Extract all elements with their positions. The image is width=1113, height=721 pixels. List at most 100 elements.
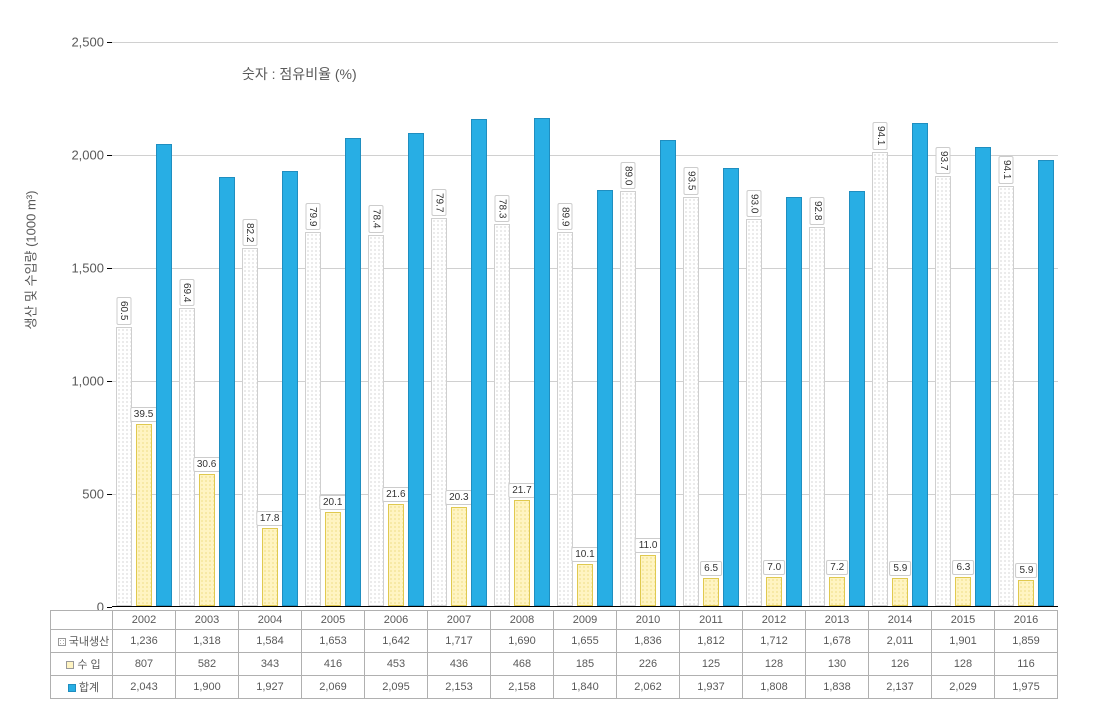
table-cell: 2,011: [869, 630, 932, 653]
table-cell: 1,859: [995, 630, 1058, 653]
table-cell: 1,584: [239, 630, 302, 653]
bar-total: [408, 133, 424, 606]
bar-domestic: [494, 224, 510, 606]
bar-import: [955, 577, 971, 606]
year-group: 82.217.8: [238, 42, 301, 606]
table-cell: 807: [113, 653, 176, 676]
table-year-header: 2003: [176, 611, 239, 630]
year-group: 69.430.6: [175, 42, 238, 606]
table-cell: 2,095: [365, 676, 428, 699]
bar-import: [577, 564, 593, 606]
table-cell: 436: [428, 653, 491, 676]
bar-total: [975, 147, 991, 606]
bar-domestic: [683, 197, 699, 607]
bar-total: [534, 118, 550, 606]
table-cell: 1,678: [806, 630, 869, 653]
bar-domestic: [179, 308, 195, 606]
bar-label-import: 20.1: [319, 495, 346, 510]
bar-domestic: [116, 327, 132, 606]
bar-label-import: 6.3: [952, 560, 974, 575]
table-cell: 125: [680, 653, 743, 676]
table-year-header: 2016: [995, 611, 1058, 630]
year-group: 79.7 20.3: [427, 42, 490, 606]
legend-marker-import: [66, 661, 74, 669]
y-axis-label: 생산 및 수입량 (1000 m³): [21, 191, 40, 330]
table-cell: 2,158: [491, 676, 554, 699]
year-group: 94.15.9: [995, 42, 1058, 606]
table-cell: 453: [365, 653, 428, 676]
bar-import: [640, 555, 656, 606]
chart-container: 생산 및 수입량 (1000 m³) 숫자 : 점유비율 (%) 05001,0…: [0, 0, 1113, 721]
year-group: 79.920.1: [301, 42, 364, 606]
table-cell: 1,808: [743, 676, 806, 699]
bar-domestic: [872, 152, 888, 606]
bar-label-domestic: 89.9: [557, 203, 572, 230]
year-group: 94.15.9: [869, 42, 932, 606]
bar-total: [849, 191, 865, 606]
legend-cell-domestic: 국내생산: [51, 630, 113, 653]
y-tick-label: 1,500: [44, 261, 104, 276]
table-year-header: 2011: [680, 611, 743, 630]
bar-total: [723, 168, 739, 606]
legend-cell-total: 합계: [51, 676, 113, 699]
bar-import: [199, 474, 215, 606]
table-year-header: 2005: [302, 611, 365, 630]
table-year-header: 2014: [869, 611, 932, 630]
table-cell: 1,655: [554, 630, 617, 653]
bar-total: [471, 119, 487, 606]
table-year-header: 2013: [806, 611, 869, 630]
table-year-header: 2015: [932, 611, 995, 630]
legend-label-import: 수 입: [77, 659, 100, 671]
y-tick-mark: [107, 607, 112, 608]
table-cell: 185: [554, 653, 617, 676]
table-cell: 1,901: [932, 630, 995, 653]
data-table: 2002200320042005200620072008200920102011…: [50, 610, 1058, 699]
bar-label-domestic: 78.3: [494, 195, 509, 222]
bar-domestic: [998, 186, 1014, 606]
table-cell: 1,840: [554, 676, 617, 699]
table-year-header: 2006: [365, 611, 428, 630]
bar-import: [388, 504, 404, 606]
bar-total: [597, 190, 613, 606]
table-year-header: 2010: [617, 611, 680, 630]
table-cell: 1,937: [680, 676, 743, 699]
table-cell: 1,717: [428, 630, 491, 653]
table-cell: 1,642: [365, 630, 428, 653]
table-cell: 1,838: [806, 676, 869, 699]
bar-total: [786, 197, 802, 606]
bar-total: [345, 138, 361, 606]
table-year-header: 2004: [239, 611, 302, 630]
table-cell: 2,062: [617, 676, 680, 699]
bar-label-domestic: 79.7: [431, 189, 446, 216]
table-cell: 1,975: [995, 676, 1058, 699]
year-group: 93.07.0: [743, 42, 806, 606]
bar-label-import: 21.6: [382, 487, 409, 502]
bar-label-import: 17.8: [256, 511, 283, 526]
bar-label-domestic: 93.7: [936, 147, 951, 174]
bar-domestic: [431, 218, 447, 606]
bar-domestic: [746, 219, 762, 606]
bar-import: [262, 528, 278, 606]
bar-label-import: 20.3: [445, 490, 472, 505]
bar-label-domestic: 94.1: [999, 156, 1014, 183]
bar-label-import: 5.9: [889, 561, 911, 576]
legend-marker-total: [68, 684, 76, 692]
table-cell: 468: [491, 653, 554, 676]
bar-label-domestic: 60.5: [116, 297, 131, 324]
bar-import: [451, 507, 467, 606]
table-cell: 1,653: [302, 630, 365, 653]
y-tick-label: 2,500: [44, 35, 104, 50]
bar-total: [219, 177, 235, 606]
y-tick-label: 500: [44, 487, 104, 502]
year-group: 93.7 6.3: [932, 42, 995, 606]
bar-label-domestic: 93.0: [747, 190, 762, 217]
bar-total: [156, 144, 172, 606]
bar-label-domestic: 78.4: [368, 205, 383, 232]
bar-total: [1038, 160, 1054, 606]
bar-import: [1018, 580, 1034, 606]
table-cell: 116: [995, 653, 1058, 676]
bar-domestic: [305, 232, 321, 606]
bar-label-import: 11.0: [635, 538, 662, 553]
year-group: 78.321.7: [490, 42, 553, 606]
table-year-header: 2009: [554, 611, 617, 630]
